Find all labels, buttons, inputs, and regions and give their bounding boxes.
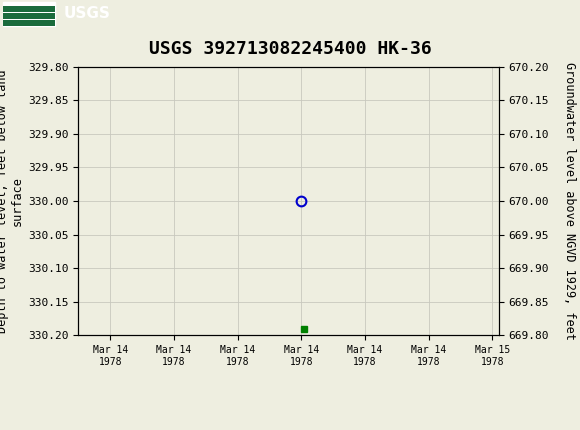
FancyBboxPatch shape bbox=[3, 6, 55, 12]
Text: USGS 392713082245400 HK-36: USGS 392713082245400 HK-36 bbox=[148, 40, 432, 58]
Y-axis label: Groundwater level above NGVD 1929, feet: Groundwater level above NGVD 1929, feet bbox=[563, 62, 576, 340]
Text: USGS: USGS bbox=[64, 6, 111, 22]
FancyBboxPatch shape bbox=[3, 2, 55, 26]
Y-axis label: Depth to water level, feet below land
surface: Depth to water level, feet below land su… bbox=[0, 69, 24, 333]
FancyBboxPatch shape bbox=[3, 19, 55, 26]
FancyBboxPatch shape bbox=[3, 12, 55, 19]
